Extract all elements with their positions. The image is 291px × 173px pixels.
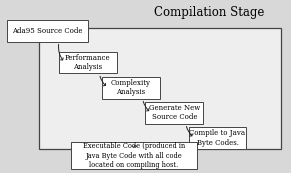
FancyBboxPatch shape: [39, 28, 281, 149]
Text: Compilation Stage: Compilation Stage: [154, 6, 264, 19]
FancyBboxPatch shape: [189, 127, 246, 149]
FancyBboxPatch shape: [70, 142, 197, 169]
Text: Executable Code (produced in
Java Byte Code with all code
located on compiling h: Executable Code (produced in Java Byte C…: [83, 142, 185, 169]
FancyBboxPatch shape: [146, 102, 203, 124]
Text: Complexity
Analysis: Complexity Analysis: [111, 79, 151, 96]
FancyBboxPatch shape: [59, 52, 117, 74]
Text: Generate New
Source Code: Generate New Source Code: [149, 104, 200, 121]
Text: Ada95 Source Code: Ada95 Source Code: [12, 27, 83, 35]
Text: Compile to Java
Byte Codes.: Compile to Java Byte Codes.: [189, 129, 246, 147]
FancyBboxPatch shape: [102, 77, 160, 99]
Text: Performance
Analysis: Performance Analysis: [65, 54, 111, 71]
FancyBboxPatch shape: [7, 20, 88, 42]
